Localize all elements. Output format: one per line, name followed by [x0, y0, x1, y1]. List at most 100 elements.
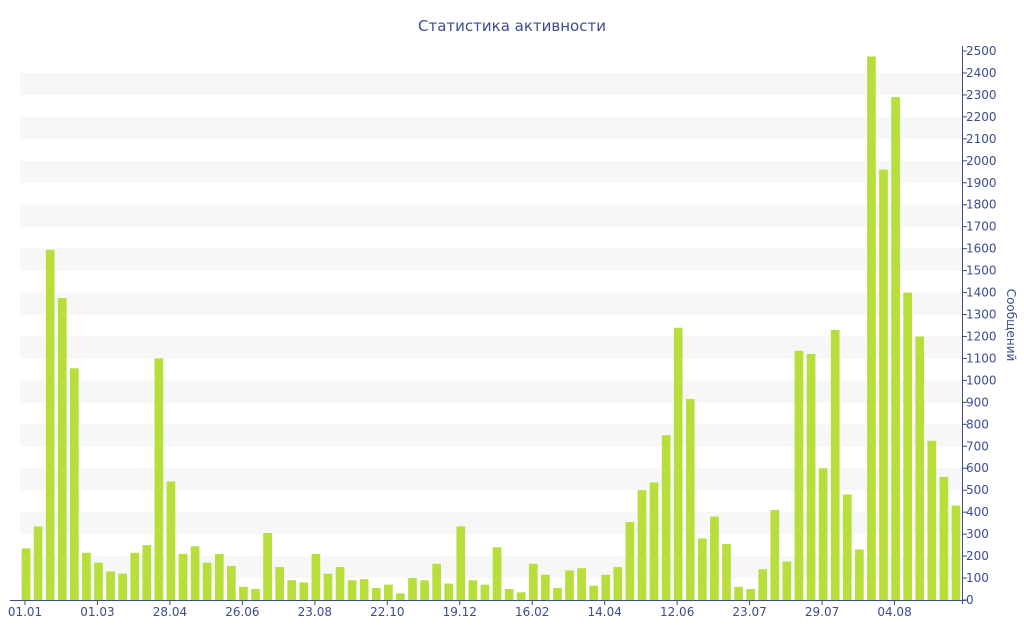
bar[interactable]	[528, 563, 538, 600]
y-tick-label: 100	[966, 571, 989, 585]
bar[interactable]	[106, 571, 115, 600]
bar[interactable]	[806, 354, 816, 600]
bar[interactable]	[432, 563, 442, 600]
bar[interactable]	[118, 573, 128, 600]
bar[interactable]	[939, 477, 949, 600]
bar[interactable]	[239, 586, 248, 600]
bar[interactable]	[226, 565, 236, 600]
bar[interactable]	[915, 336, 925, 600]
bar[interactable]	[251, 589, 260, 600]
x-tick-label: 01.01	[8, 605, 42, 619]
y-tick-label: 700	[966, 439, 989, 453]
bar[interactable]	[396, 593, 405, 600]
bar[interactable]	[673, 327, 683, 600]
bar[interactable]	[359, 579, 369, 600]
bar[interactable]	[323, 573, 333, 600]
bar[interactable]	[782, 561, 792, 600]
bar[interactable]	[770, 509, 780, 600]
bar[interactable]	[21, 548, 31, 600]
bar[interactable]	[408, 578, 417, 600]
bar[interactable]	[734, 586, 743, 600]
bar[interactable]	[444, 583, 454, 600]
x-tick-label: 22.10	[370, 605, 404, 619]
bar[interactable]	[335, 567, 345, 600]
bar[interactable]	[202, 562, 212, 600]
x-tick-label: 23.08	[298, 605, 332, 619]
y-tick-label: 1000	[966, 373, 997, 387]
bar[interactable]	[794, 350, 804, 600]
bar[interactable]	[951, 505, 961, 600]
bar[interactable]	[540, 574, 550, 600]
bar[interactable]	[565, 570, 574, 600]
grid-band	[20, 468, 962, 491]
bar[interactable]	[758, 569, 768, 600]
bar[interactable]	[830, 329, 840, 600]
bar[interactable]	[661, 435, 671, 600]
y-tick-label: 1800	[966, 198, 997, 212]
bar[interactable]	[867, 56, 876, 601]
bar[interactable]	[94, 562, 103, 600]
bar[interactable]	[275, 567, 285, 600]
grid-band	[20, 72, 962, 95]
bar[interactable]	[130, 552, 140, 600]
bar[interactable]	[311, 553, 321, 600]
bar[interactable]	[480, 584, 490, 600]
bar[interactable]	[82, 552, 91, 600]
bar[interactable]	[214, 553, 224, 600]
bar[interactable]	[577, 568, 586, 600]
bar[interactable]	[347, 580, 357, 600]
bar[interactable]	[154, 358, 164, 600]
bar[interactable]	[746, 589, 756, 600]
bar[interactable]	[166, 481, 176, 600]
bar[interactable]	[697, 538, 707, 600]
bar[interactable]	[553, 587, 562, 600]
bar[interactable]	[854, 549, 864, 600]
y-tick-label: 1600	[966, 242, 997, 256]
bar[interactable]	[33, 526, 43, 600]
bar[interactable]	[492, 547, 502, 600]
bar[interactable]	[625, 522, 635, 600]
y-tick-label: 900	[966, 395, 989, 409]
bar[interactable]	[371, 587, 381, 600]
bar[interactable]	[516, 592, 526, 600]
bar[interactable]	[927, 440, 937, 600]
x-tick-label: 28.04	[153, 605, 187, 619]
bar[interactable]	[818, 468, 828, 600]
bar[interactable]	[45, 249, 55, 600]
bar[interactable]	[710, 516, 719, 600]
bar[interactable]	[178, 553, 188, 600]
bar[interactable]	[903, 292, 913, 600]
bar[interactable]	[287, 580, 297, 600]
bar[interactable]	[57, 298, 67, 600]
bar[interactable]	[685, 399, 695, 600]
bar[interactable]	[142, 545, 152, 600]
grid-bands	[20, 72, 962, 579]
y-tick-label: 1500	[966, 264, 997, 278]
axes-group: 0 100 200 300 400 500 600 700 800 900 1000 1100 1200…	[8, 44, 997, 619]
bar[interactable]	[722, 544, 731, 600]
bar[interactable]	[842, 494, 852, 600]
bar[interactable]	[299, 582, 309, 600]
grid-band	[20, 424, 962, 447]
grid-band	[20, 204, 962, 227]
bar[interactable]	[383, 584, 393, 600]
bar[interactable]	[263, 533, 272, 600]
x-tick-label: 26.06	[225, 605, 259, 619]
bar[interactable]	[891, 97, 900, 600]
bar[interactable]	[637, 490, 647, 600]
bar[interactable]	[468, 580, 478, 600]
bar[interactable]	[504, 589, 514, 600]
bar[interactable]	[589, 585, 599, 600]
bar[interactable]	[649, 482, 659, 600]
bar[interactable]	[69, 368, 79, 600]
bar[interactable]	[420, 580, 429, 600]
x-tick-label: 01.03	[80, 605, 114, 619]
bar[interactable]	[879, 169, 888, 601]
bar[interactable]	[601, 574, 611, 600]
bar[interactable]	[456, 526, 466, 600]
bar[interactable]	[190, 546, 200, 600]
bar[interactable]	[613, 567, 623, 600]
y-tick-label: 1300	[966, 308, 997, 322]
x-tick-label: 29.07	[805, 605, 839, 619]
